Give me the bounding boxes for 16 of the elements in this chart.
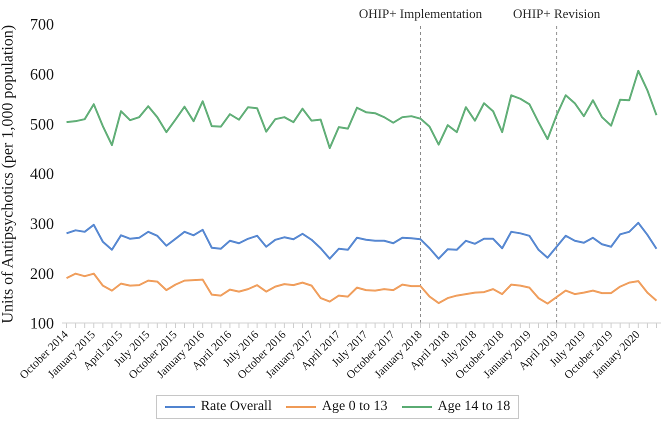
line-series (66, 222, 658, 260)
y-tick-label: 300 (30, 216, 54, 234)
y-tick-label: 200 (30, 266, 54, 283)
legend-label: Age 0 to 13 (322, 399, 388, 415)
ref-line-label: OHIP+ Revision (513, 6, 601, 21)
y-tick-label: 400 (30, 166, 54, 184)
ref-line-label: OHIP+ Implementation (358, 6, 483, 21)
y-axis-title: Units of Antipsychotics (per 1,000 population) (0, 24, 17, 324)
y-tick-label: 100 (30, 316, 54, 333)
legend-label: Age 14 to 18 (438, 399, 510, 415)
line-series (66, 272, 658, 305)
line-series (66, 70, 658, 150)
y-tick-label: 700 (30, 16, 54, 34)
y-tick-label: 500 (30, 116, 54, 134)
legend-label: Rate Overall (200, 399, 272, 415)
y-tick-label: 600 (30, 66, 54, 84)
